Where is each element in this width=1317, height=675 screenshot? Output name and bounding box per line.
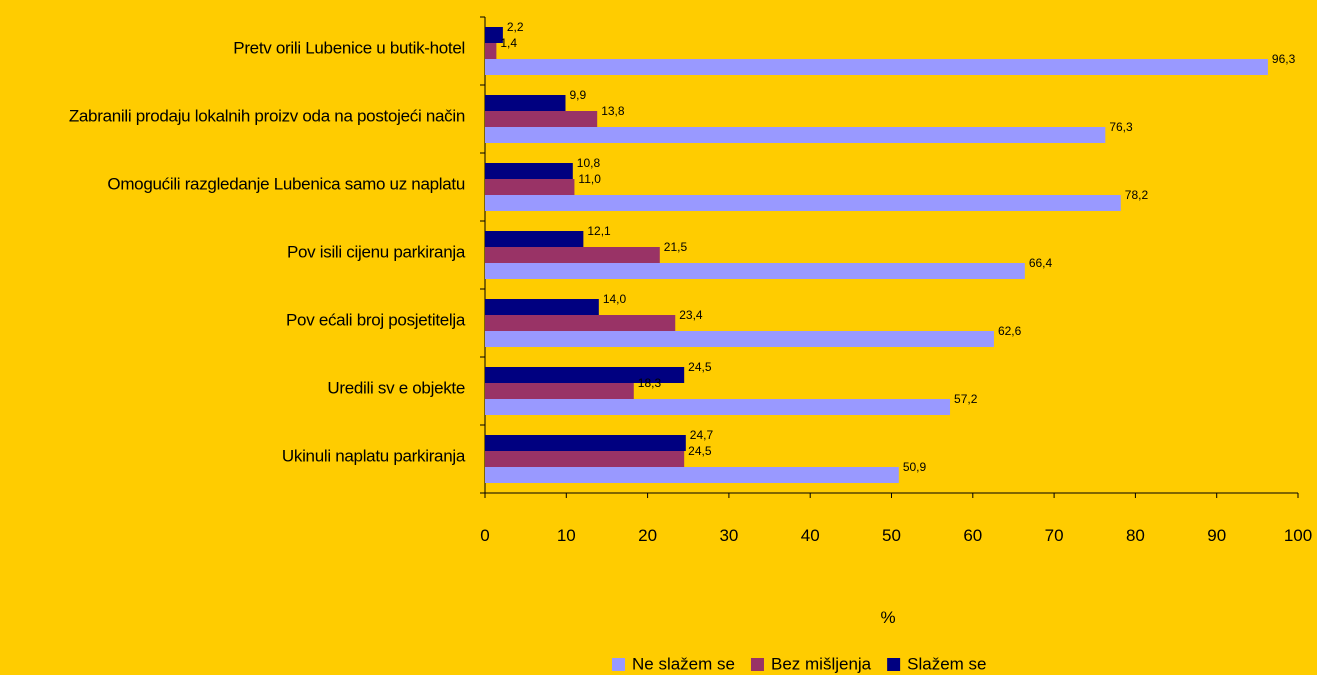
- data-label: 57,2: [954, 392, 978, 406]
- data-label: 24,5: [688, 444, 712, 458]
- data-label: 14,0: [603, 292, 627, 306]
- category-label: Ukinuli naplatu parkiranja: [282, 446, 466, 465]
- chart-axes: 0 10 20 30 40 50 60 70 80 90 100: [480, 16, 1312, 545]
- data-label: 1,4: [500, 36, 517, 50]
- bar: [485, 163, 573, 179]
- data-label: 23,4: [679, 308, 703, 322]
- bar: [485, 435, 686, 451]
- legend-swatch: [887, 658, 901, 671]
- bar: [485, 231, 584, 247]
- data-label: 66,4: [1029, 256, 1053, 270]
- bar: [485, 299, 599, 315]
- data-label: 2,2: [507, 20, 524, 34]
- bar: [485, 451, 685, 467]
- bar: [485, 383, 634, 399]
- bar: [485, 467, 899, 483]
- bar: [485, 127, 1106, 143]
- legend-label: Ne slažem se: [632, 654, 735, 673]
- chart-labels: Pretv orili Lubenice u butik-hotel 2,2 1,4…: [69, 20, 1296, 474]
- x-tick-label: 60: [963, 526, 982, 545]
- x-tick-label: 30: [719, 526, 738, 545]
- category-label: Uredili sv e objekte: [327, 378, 465, 397]
- x-tick-label: 40: [801, 526, 820, 545]
- data-label: 13,8: [601, 104, 625, 118]
- bar: [485, 111, 598, 127]
- x-tick-label: 90: [1207, 526, 1226, 545]
- category-label: Pretv orili Lubenice u butik-hotel: [233, 38, 465, 57]
- x-tick-label: 0: [480, 526, 489, 545]
- data-label: 18,3: [638, 376, 662, 390]
- data-label: 9,9: [569, 88, 586, 102]
- x-tick-label: 10: [557, 526, 576, 545]
- data-label: 50,9: [903, 460, 927, 474]
- bar: [485, 59, 1268, 75]
- data-label: 24,5: [688, 360, 712, 374]
- data-label: 21,5: [664, 240, 688, 254]
- bar: [485, 331, 994, 347]
- bar: [485, 27, 503, 43]
- legend-swatch: [612, 658, 625, 671]
- x-tick-label: 80: [1126, 526, 1145, 545]
- legend-label: Bez mišljenja: [771, 654, 872, 673]
- x-axis-title: %: [880, 608, 895, 627]
- chart-bars: [485, 27, 1268, 483]
- bar: [485, 315, 676, 331]
- data-label: 96,3: [1272, 52, 1296, 66]
- category-label: Pov isili cijenu parkiranja: [287, 242, 466, 261]
- bar: [485, 367, 685, 383]
- x-tick-label: 100: [1284, 526, 1312, 545]
- legend-label: Slažem se: [907, 654, 986, 673]
- bar: [485, 399, 951, 415]
- data-label: 10,8: [577, 156, 601, 170]
- x-tick-label: 70: [1045, 526, 1064, 545]
- bar: [485, 43, 497, 59]
- data-label: 76,3: [1109, 120, 1133, 134]
- data-label: 24,7: [690, 428, 714, 442]
- legend-swatch: [750, 658, 764, 671]
- bar: [485, 247, 660, 263]
- data-label: 11,0: [578, 172, 601, 186]
- bar: [485, 95, 566, 111]
- category-label: Zabranili prodaju lokalnih proizv oda na…: [69, 106, 465, 125]
- bar: [485, 263, 1025, 279]
- category-label: Omogućili razgledanje Lubenica samo uz n…: [107, 174, 465, 193]
- x-tick-label: 50: [882, 526, 901, 545]
- bar: [485, 195, 1121, 211]
- data-label: 12,1: [587, 224, 611, 238]
- category-label: Pov ećali broj posjetitelja: [286, 310, 466, 329]
- chart-legend: Ne slažem se Bez mišljenja Slažem se: [612, 654, 987, 673]
- data-label: 78,2: [1125, 188, 1149, 202]
- x-tick-label: 20: [638, 526, 657, 545]
- data-label: 62,6: [998, 324, 1022, 338]
- bar: [485, 179, 575, 195]
